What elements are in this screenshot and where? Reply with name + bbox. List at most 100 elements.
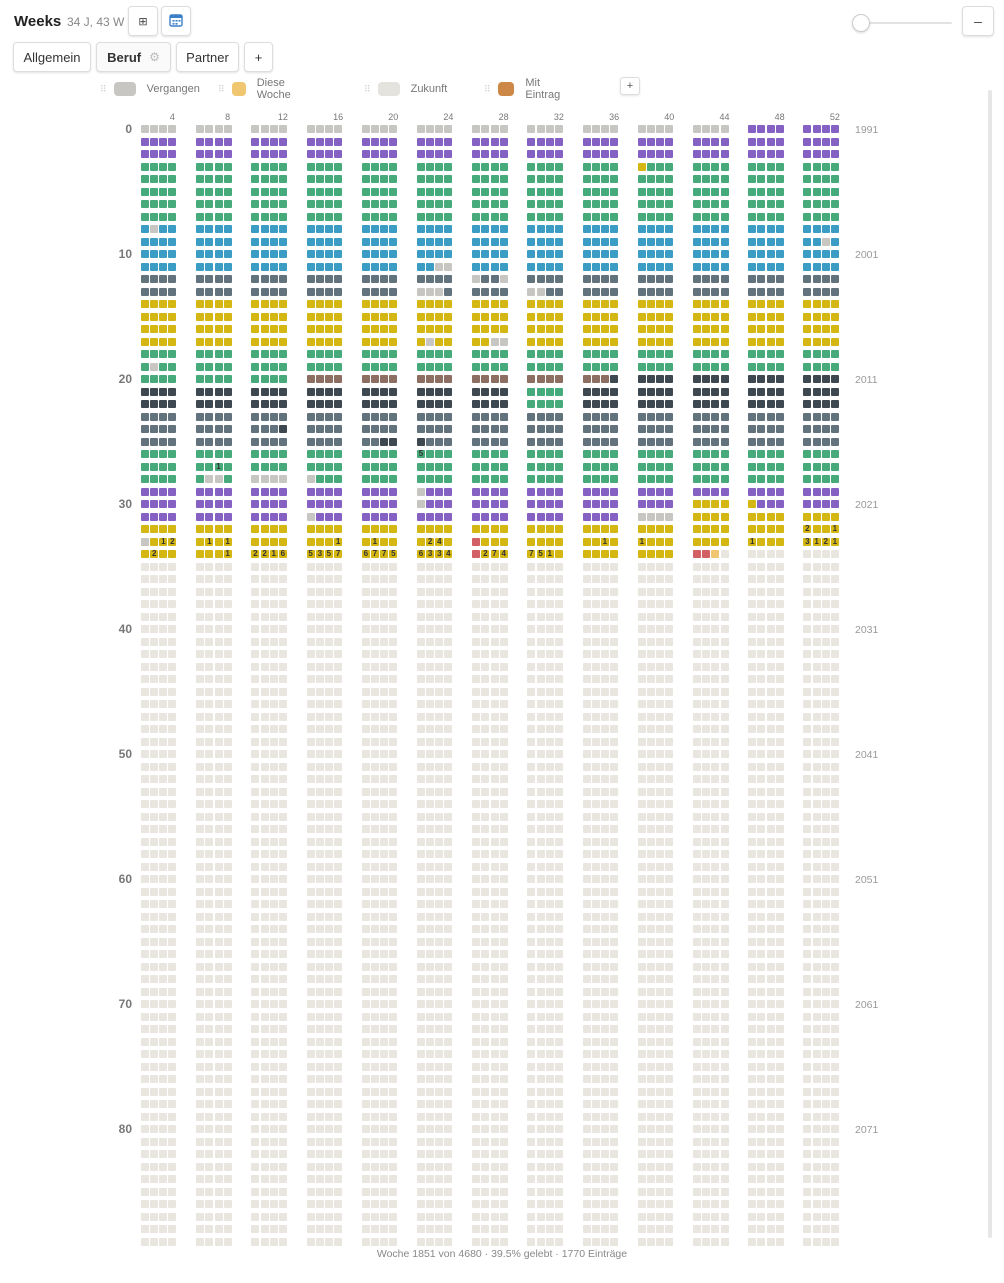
week-cell[interactable] bbox=[214, 750, 223, 758]
week-cell[interactable] bbox=[389, 225, 398, 233]
week-cell[interactable] bbox=[693, 200, 701, 208]
week-cell[interactable] bbox=[646, 550, 655, 558]
week-cell[interactable] bbox=[646, 400, 655, 408]
week-cell[interactable] bbox=[196, 1112, 205, 1121]
week-cell[interactable] bbox=[380, 150, 389, 158]
week-cell[interactable] bbox=[389, 1150, 398, 1158]
week-cell[interactable] bbox=[499, 187, 508, 196]
week-cell[interactable] bbox=[141, 1062, 149, 1071]
week-cell[interactable] bbox=[582, 787, 591, 796]
week-cell[interactable] bbox=[168, 587, 177, 596]
week-cell[interactable] bbox=[665, 625, 674, 633]
week-cell[interactable] bbox=[426, 387, 435, 396]
week-cell[interactable] bbox=[775, 462, 784, 471]
week-cell[interactable] bbox=[536, 200, 545, 208]
week-cell[interactable] bbox=[306, 775, 315, 783]
week-cell[interactable] bbox=[150, 225, 159, 233]
week-cell[interactable] bbox=[435, 1162, 444, 1171]
week-cell[interactable] bbox=[481, 700, 490, 708]
week-cell[interactable] bbox=[168, 887, 177, 896]
week-cell[interactable] bbox=[196, 1162, 205, 1171]
week-cell[interactable] bbox=[490, 312, 499, 321]
week-cell[interactable] bbox=[278, 775, 287, 783]
week-cell[interactable] bbox=[610, 387, 619, 396]
week-cell[interactable] bbox=[334, 750, 343, 758]
week-cell[interactable] bbox=[748, 1125, 757, 1133]
week-cell[interactable] bbox=[481, 775, 490, 783]
gear-icon[interactable]: ⚙ bbox=[149, 50, 160, 64]
week-cell[interactable] bbox=[766, 437, 775, 446]
week-cell[interactable] bbox=[499, 275, 508, 283]
week-cell[interactable] bbox=[646, 637, 655, 646]
week-cell[interactable] bbox=[141, 662, 149, 671]
week-cell[interactable] bbox=[435, 300, 444, 308]
week-cell[interactable] bbox=[536, 450, 545, 458]
week-cell[interactable] bbox=[472, 875, 481, 883]
week-cell[interactable] bbox=[435, 875, 444, 883]
week-cell[interactable] bbox=[306, 1025, 315, 1033]
week-cell[interactable] bbox=[554, 825, 563, 833]
week-cell[interactable] bbox=[702, 850, 711, 858]
week-cell[interactable] bbox=[527, 675, 536, 683]
week-cell[interactable] bbox=[141, 525, 149, 533]
week-cell[interactable] bbox=[389, 262, 398, 271]
week-cell[interactable] bbox=[426, 1112, 435, 1121]
week-cell[interactable] bbox=[472, 837, 481, 846]
week-cell[interactable] bbox=[821, 737, 830, 746]
week-cell[interactable] bbox=[646, 262, 655, 271]
week-cell[interactable] bbox=[591, 1175, 600, 1183]
week-cell[interactable] bbox=[196, 1150, 205, 1158]
week-cell[interactable] bbox=[159, 250, 168, 258]
week-cell[interactable] bbox=[766, 1125, 775, 1133]
week-cell[interactable] bbox=[591, 312, 600, 321]
week-cell[interactable] bbox=[702, 800, 711, 808]
week-cell[interactable] bbox=[214, 812, 223, 821]
week-cell[interactable] bbox=[141, 387, 149, 396]
week-cell[interactable] bbox=[582, 775, 591, 783]
week-cell[interactable] bbox=[426, 200, 435, 208]
week-cell[interactable] bbox=[417, 187, 425, 196]
week-cell[interactable] bbox=[803, 550, 812, 558]
week-cell[interactable] bbox=[693, 525, 701, 533]
week-cell[interactable] bbox=[711, 962, 720, 971]
week-cell[interactable] bbox=[426, 700, 435, 708]
week-cell[interactable] bbox=[306, 887, 315, 896]
week-cell[interactable] bbox=[693, 137, 701, 146]
week-cell[interactable] bbox=[499, 925, 508, 933]
week-cell[interactable] bbox=[168, 162, 177, 171]
week-cell[interactable] bbox=[389, 212, 398, 221]
week-cell[interactable] bbox=[150, 350, 159, 358]
week-cell[interactable] bbox=[324, 412, 333, 421]
week-cell[interactable] bbox=[748, 837, 757, 846]
week-cell[interactable] bbox=[324, 1162, 333, 1171]
week-cell[interactable] bbox=[472, 375, 481, 383]
week-cell[interactable] bbox=[278, 1000, 287, 1008]
week-cell[interactable] bbox=[260, 712, 269, 721]
week-cell[interactable] bbox=[361, 650, 370, 658]
week-cell[interactable] bbox=[260, 175, 269, 183]
week-cell[interactable] bbox=[490, 887, 499, 896]
week-cell[interactable] bbox=[610, 775, 619, 783]
week-cell[interactable] bbox=[315, 612, 324, 621]
week-cell[interactable] bbox=[499, 787, 508, 796]
week-cell[interactable] bbox=[324, 700, 333, 708]
week-cell[interactable] bbox=[260, 537, 269, 546]
week-cell[interactable] bbox=[324, 450, 333, 458]
week-cell[interactable] bbox=[499, 937, 508, 946]
week-cell[interactable] bbox=[693, 237, 701, 246]
week-cell[interactable] bbox=[150, 475, 159, 483]
week-cell[interactable] bbox=[269, 587, 278, 596]
week-cell[interactable] bbox=[315, 750, 324, 758]
week-cell[interactable] bbox=[196, 350, 205, 358]
week-cell[interactable] bbox=[637, 1075, 646, 1083]
week-cell[interactable] bbox=[214, 400, 223, 408]
week-cell[interactable] bbox=[426, 1037, 435, 1046]
week-cell[interactable] bbox=[472, 1212, 481, 1221]
week-cell[interactable] bbox=[610, 375, 619, 383]
week-cell[interactable] bbox=[665, 1012, 674, 1021]
week-cell[interactable] bbox=[278, 662, 287, 671]
week-cell[interactable] bbox=[380, 712, 389, 721]
week-cell[interactable] bbox=[417, 700, 425, 708]
week-cell[interactable] bbox=[775, 925, 784, 933]
week-cell[interactable] bbox=[205, 325, 214, 333]
